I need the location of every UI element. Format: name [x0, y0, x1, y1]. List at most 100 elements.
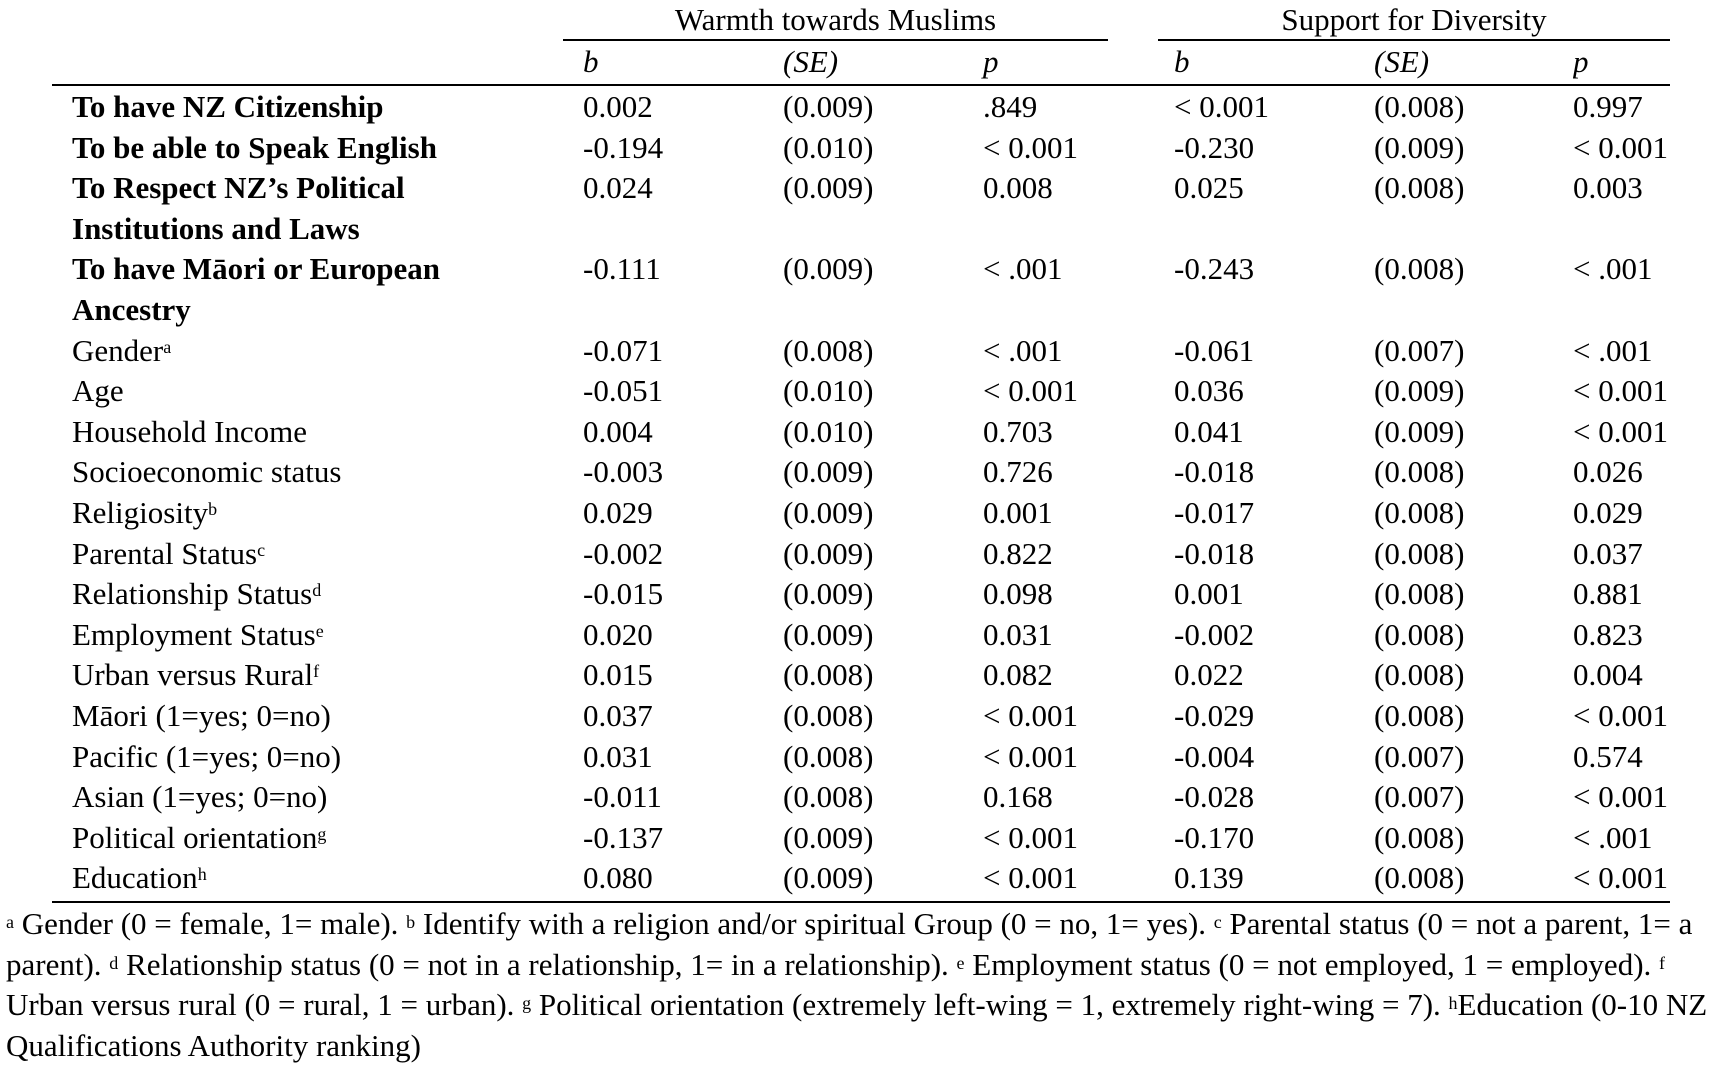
- row-label: Relationship Statusd: [72, 574, 542, 615]
- row-label-text: Parental Status: [72, 535, 258, 571]
- group-underline-warmth: [563, 39, 1108, 41]
- table-cell: 0.001: [983, 494, 1053, 530]
- row-label-text: To be able to Speak English: [72, 129, 437, 165]
- row-label-text: Age: [72, 373, 124, 409]
- table-cell: 0.026: [1573, 454, 1643, 490]
- col-header-b: b: [1174, 44, 1190, 79]
- row-label: To be able to Speak English: [72, 128, 542, 169]
- table-cell: (0.008): [1374, 860, 1465, 896]
- table-cell: (0.008): [1374, 576, 1465, 612]
- table-cell: < 0.001: [983, 373, 1078, 409]
- table-cell: 0.703: [983, 413, 1053, 449]
- table-cell: -0.194: [583, 129, 664, 165]
- table-cell: 0.022: [1174, 657, 1244, 693]
- footnote-text: Parental status (0 = not a parent, 1= a …: [6, 906, 1693, 982]
- table-cell: 0.139: [1174, 860, 1244, 896]
- row-label: Religiosityb: [72, 493, 542, 534]
- table-cell: < .001: [1573, 251, 1653, 287]
- footnote-marker: h: [1448, 993, 1458, 1014]
- table-cell: 0.029: [1573, 494, 1643, 530]
- table-cell: (0.009): [1374, 129, 1465, 165]
- table-cell: (0.008): [1374, 170, 1465, 206]
- row-label: Political orientationg: [72, 818, 542, 859]
- group-underline-diversity: [1158, 39, 1670, 41]
- table-row: Relationship Statusd -0.015 (0.009) 0.098 0.…: [0, 574, 1718, 615]
- table-cell: (0.008): [1374, 616, 1465, 652]
- footnote-marker: e: [315, 620, 324, 641]
- table-cell: .849: [983, 89, 1038, 124]
- table-cell: < .001: [983, 332, 1063, 368]
- table-cell: 0.025: [1174, 170, 1244, 206]
- table-cell: < 0.001: [1573, 779, 1668, 815]
- table-cell: (0.009): [783, 576, 874, 612]
- footnote-marker: d: [312, 580, 322, 601]
- footnote-marker: g: [317, 823, 327, 844]
- table-row: Parental Statusc -0.002 (0.009) 0.822 -0.018…: [0, 534, 1718, 575]
- table-cell: 0.036: [1174, 373, 1244, 409]
- table-row: Employment Statuse 0.020 (0.009) 0.031 -0.00…: [0, 615, 1718, 656]
- table-cell: 0.020: [583, 616, 653, 652]
- table-cell: (0.009): [783, 819, 874, 855]
- table-cell: 0.037: [1573, 535, 1643, 571]
- table-row: Educationh 0.080 (0.009) < 0.001 0.139 (0.008…: [0, 858, 1718, 899]
- table-cell: 0.003: [1573, 170, 1643, 206]
- table-cell: < .001: [1573, 332, 1653, 368]
- row-label-text: Gender: [72, 332, 164, 368]
- table-cell: -0.170: [1174, 819, 1255, 855]
- footnote-marker: e: [956, 952, 965, 973]
- row-label: Māori (1=yes; 0=no): [72, 696, 542, 737]
- table-cell: (0.008): [783, 657, 874, 693]
- table-cell: -0.003: [583, 454, 664, 490]
- table-cell: (0.008): [783, 738, 874, 774]
- table-cell: (0.008): [1374, 251, 1465, 287]
- table-row: Religiosityb 0.029 (0.009) 0.001 -0.017 (0.00…: [0, 493, 1718, 534]
- row-label-text: Household Income: [72, 413, 308, 449]
- table-row: To have NZ Citizenship 0.002 (0.009) .849 < …: [0, 87, 1718, 128]
- table-cell: (0.010): [783, 129, 874, 165]
- row-label: Parental Statusc: [72, 534, 542, 575]
- row-label: Urban versus Ruralf: [72, 655, 542, 696]
- table-row: Asian (1=yes; 0=no) -0.011 (0.008) 0.168 -0.…: [0, 777, 1718, 818]
- table-row: To have Māori or European Ancestry -0.111…: [0, 249, 1718, 330]
- table-cell: (0.009): [783, 89, 874, 124]
- table-cell: 0.029: [583, 494, 653, 530]
- row-label-text: Employment Status: [72, 616, 316, 652]
- table-cell: (0.008): [1374, 657, 1465, 693]
- row-label-text: To have NZ Citizenship: [72, 89, 384, 124]
- table-cell: (0.007): [1374, 779, 1465, 815]
- row-label: To have Māori or European Ancestry: [72, 249, 542, 327]
- table-cell: -0.018: [1174, 454, 1255, 490]
- table-row: To be able to Speak English -0.194 (0.010)…: [0, 128, 1718, 169]
- table-row: Pacific (1=yes; 0=no) 0.031 (0.008) < 0.001…: [0, 737, 1718, 778]
- row-label: Socioeconomic status: [72, 452, 542, 493]
- col-header-b: b: [583, 44, 599, 79]
- table-cell: 0.997: [1573, 89, 1643, 124]
- row-label: Educationh: [72, 858, 542, 899]
- table-cell: -0.051: [583, 373, 664, 409]
- table-cell: 0.726: [983, 454, 1053, 490]
- table-cell: 0.031: [583, 738, 653, 774]
- row-label-text: Religiosity: [72, 494, 209, 530]
- table-cell: -0.061: [1174, 332, 1255, 368]
- table-cell: (0.009): [1374, 413, 1465, 449]
- row-label: Household Income: [72, 412, 542, 453]
- table-cell: 0.080: [583, 860, 653, 896]
- table-cell: 0.082: [983, 657, 1053, 693]
- table-cell: 0.168: [983, 779, 1053, 815]
- table-cell: < 0.001: [1174, 89, 1269, 124]
- footnote-marker: d: [109, 952, 119, 973]
- table-cell: (0.008): [1374, 535, 1465, 571]
- table-cell: 0.823: [1573, 616, 1643, 652]
- table-cell: (0.007): [1374, 332, 1465, 368]
- footnote-marker: c: [257, 539, 266, 560]
- footnote-marker: a: [6, 912, 14, 932]
- table-cell: (0.008): [1374, 819, 1465, 855]
- row-label: Gendera: [72, 331, 542, 372]
- footnote-text: Urban versus rural (0 = rural, 1 = urban…: [6, 987, 523, 1023]
- table-row: Age -0.051 (0.010) < 0.001 0.036 (0.009) < 0.0…: [0, 371, 1718, 412]
- table-cell: < 0.001: [983, 697, 1078, 733]
- table-cell: -0.002: [583, 535, 664, 571]
- footnote-marker: f: [1659, 952, 1666, 973]
- col-header-p: p: [1573, 44, 1589, 79]
